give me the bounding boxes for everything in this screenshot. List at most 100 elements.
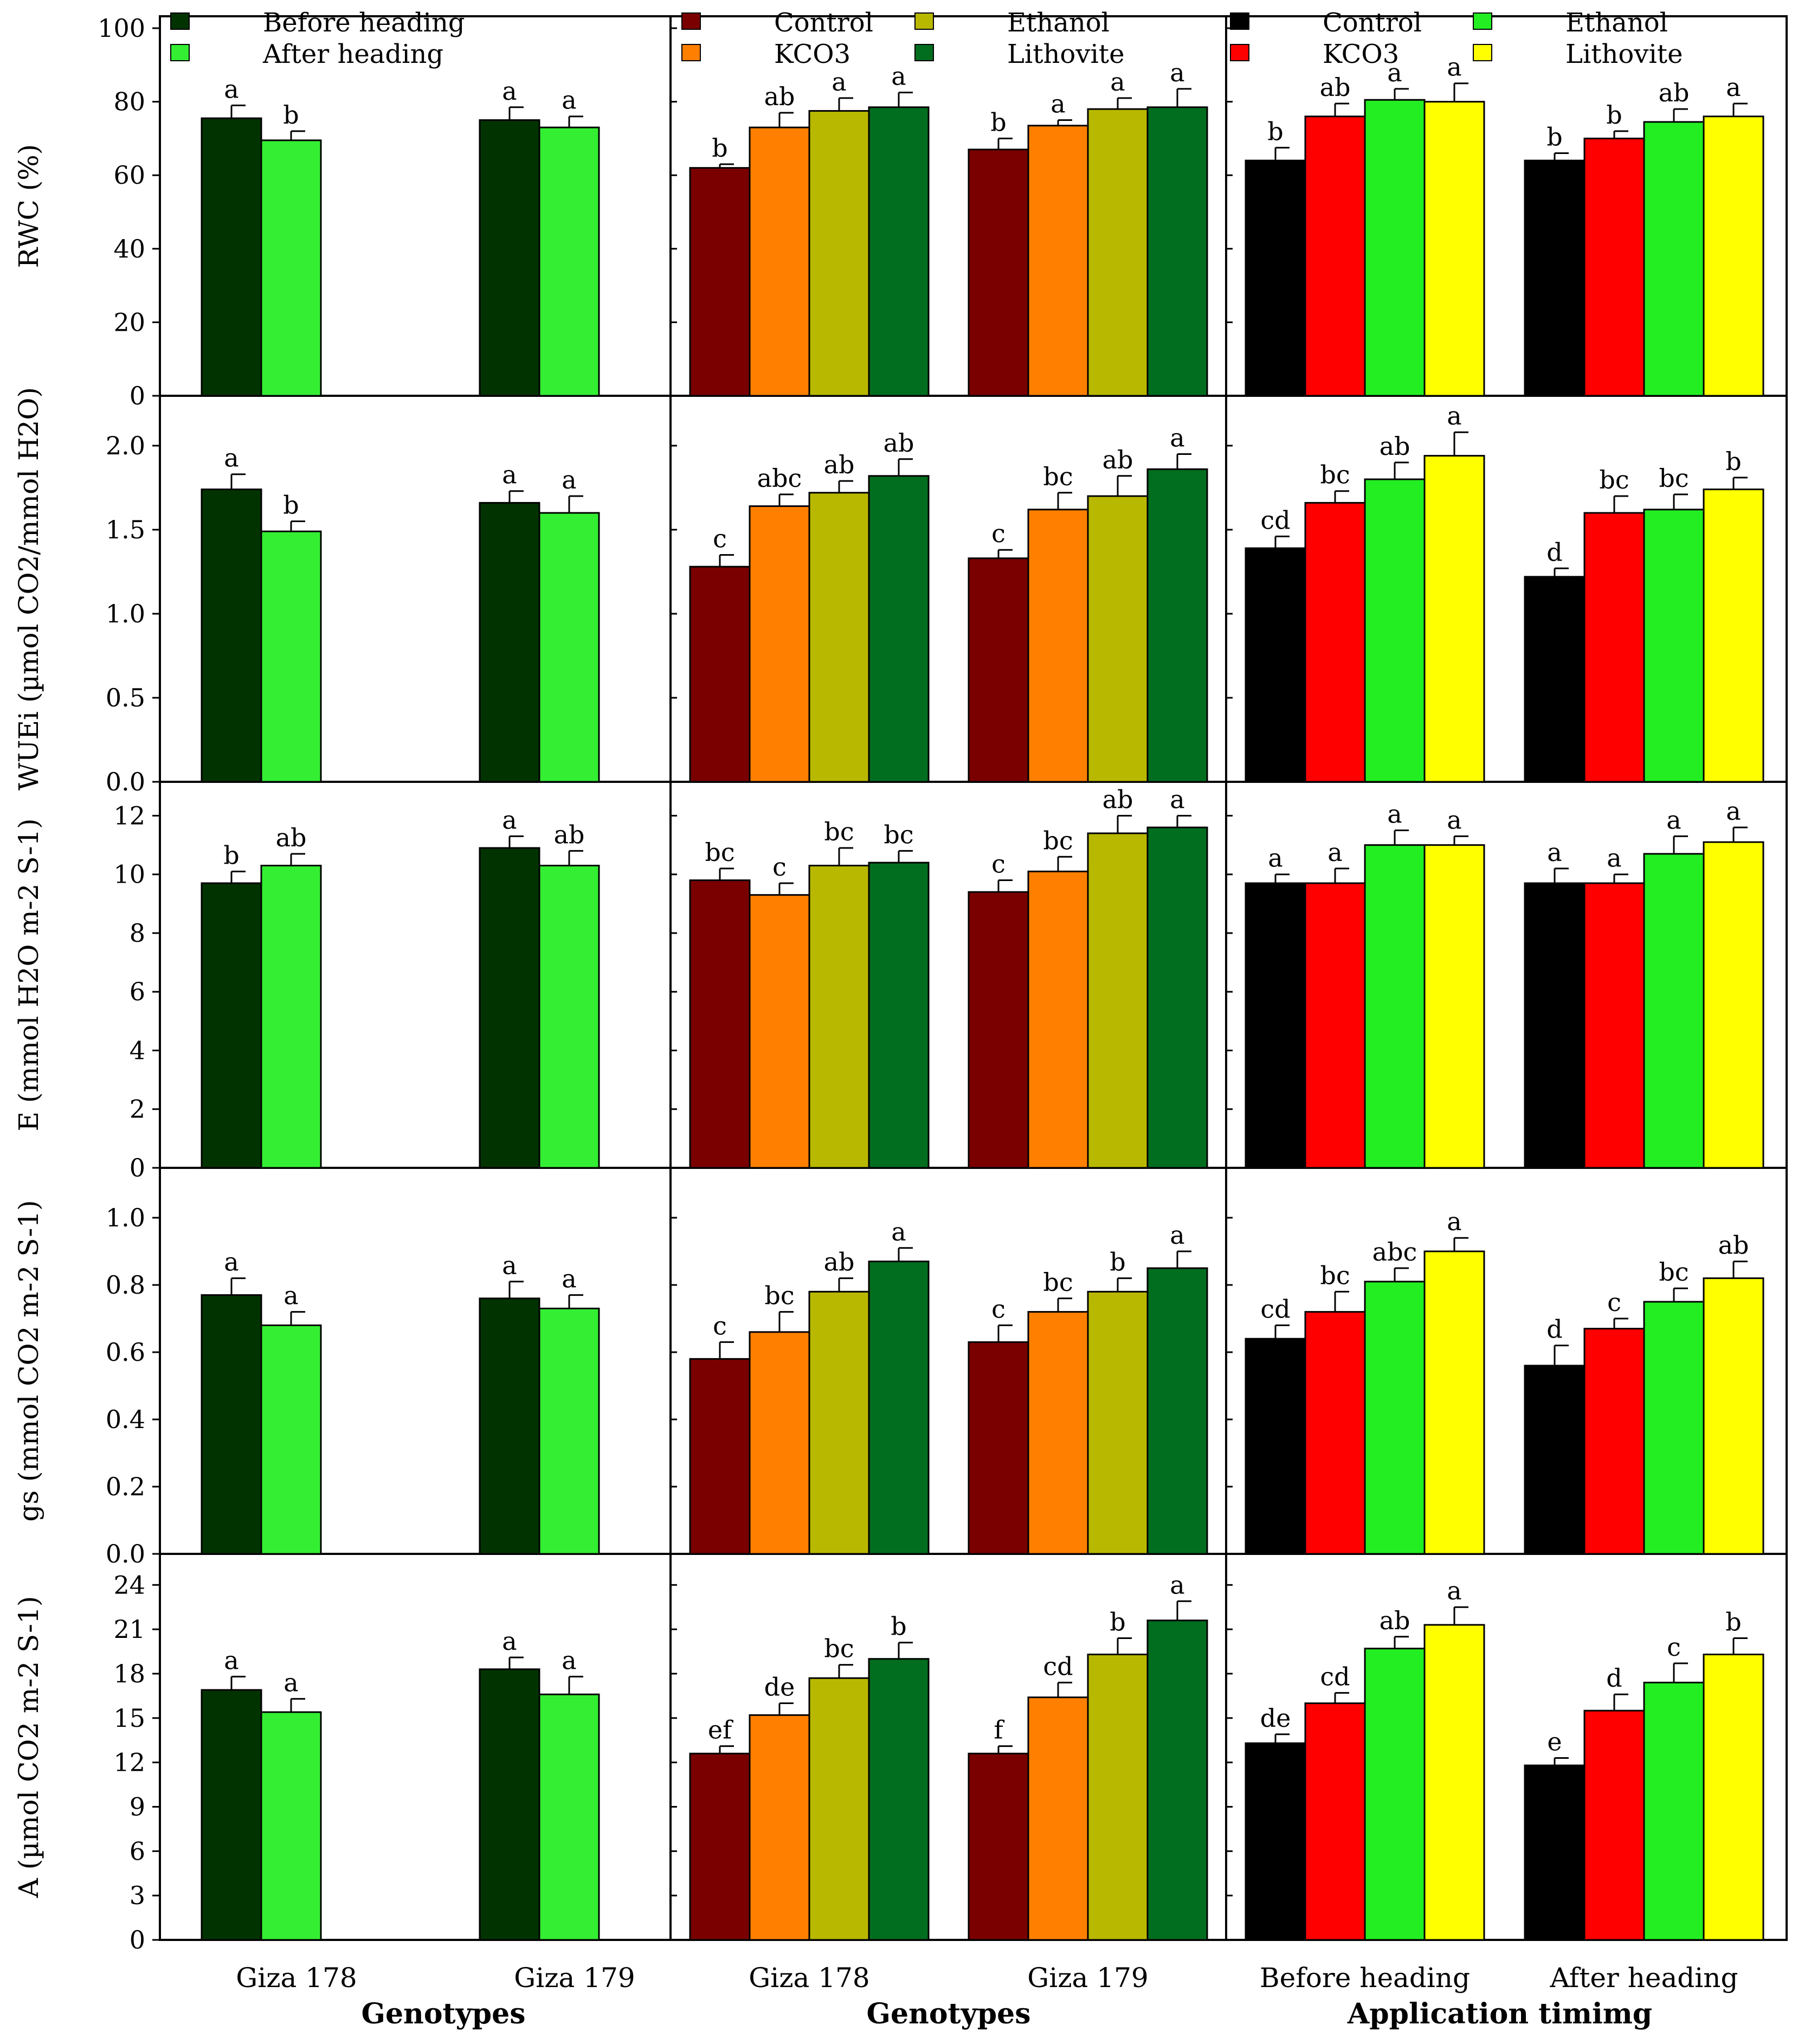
legend-ethanol-label: Ethanol	[1007, 8, 1110, 38]
bar	[1703, 1277, 1764, 1555]
significance-letter: b	[1546, 123, 1562, 152]
significance-letter: cd	[1043, 1651, 1073, 1681]
legend-lithovite-label: Lithovite	[1007, 39, 1125, 69]
bar	[1304, 502, 1366, 783]
bar	[201, 488, 262, 783]
significance-letter: b	[223, 840, 239, 870]
y-tick-label: 15	[113, 1704, 145, 1733]
legend-lithovite-swatch	[914, 44, 934, 61]
significance-letter: b	[1606, 100, 1622, 130]
bar	[479, 847, 540, 1169]
bar	[201, 1294, 262, 1555]
legend-ethanol-label: Ethanol	[1565, 8, 1668, 38]
bar	[968, 891, 1029, 1169]
y-tick-label: 6	[130, 1836, 145, 1866]
significance-letter: ab	[1103, 445, 1133, 474]
y-axis-title: RWC (%)	[13, 144, 44, 268]
y-tick-label: 0.6	[106, 1338, 145, 1367]
bar	[1087, 1653, 1149, 1941]
bar	[1643, 509, 1705, 783]
y-tick-label: 0	[130, 1925, 145, 1955]
legend-after-heading-swatch	[170, 44, 190, 61]
significance-letter: ef	[708, 1715, 733, 1745]
y-tick-label: 0.5	[106, 683, 145, 712]
bar	[1524, 576, 1586, 783]
significance-letter: a	[1447, 805, 1461, 834]
bar	[689, 1358, 751, 1555]
significance-letter: ab	[1103, 785, 1133, 814]
panel-WUEi: 0.0 0.5 1.0 1.5 2.0 WUEi (µmol CO2/mmol H2O) a…	[13, 387, 1764, 796]
significance-letter: bc	[824, 817, 854, 846]
bar	[1423, 455, 1485, 783]
bar	[1027, 870, 1089, 1169]
significance-letter: abc	[757, 464, 802, 493]
significance-letter: b	[891, 1612, 906, 1641]
bar	[749, 505, 810, 783]
x-category-label: Before heading	[1260, 1962, 1470, 1994]
legend-kco3-swatch	[1230, 44, 1249, 61]
significance-letter: c	[991, 850, 1006, 879]
panel-E: 0 2 4 6 8 10 12 E (mmol H2O m-2 S-1) b ab a ab bc c bc…	[13, 785, 1764, 1182]
significance-letter: a	[224, 74, 239, 104]
bar	[201, 1689, 262, 1941]
significance-letter: c	[991, 519, 1006, 548]
bar	[1703, 841, 1764, 1169]
bar	[1703, 488, 1764, 783]
bar	[1087, 495, 1149, 783]
significance-letter: ab	[824, 1248, 855, 1277]
significance-letter: ab	[276, 823, 307, 852]
significance-letter: ab	[1380, 1606, 1410, 1635]
significance-letter: a	[1170, 785, 1184, 814]
bar	[1583, 1328, 1645, 1555]
y-axis-title: E (mmol H2O m-2 S-1)	[13, 818, 44, 1131]
y-axis-title: WUEi (µmol CO2/mmol H2O)	[13, 387, 44, 790]
significance-letter: d	[1606, 1663, 1622, 1693]
significance-letter: ab	[824, 450, 855, 479]
bar	[1304, 115, 1366, 397]
significance-letter: b	[1725, 447, 1741, 476]
y-tick-label: 100	[98, 14, 145, 43]
bar	[689, 565, 751, 783]
significance-letter: a	[832, 67, 846, 97]
bar	[1364, 478, 1426, 783]
legend-before-heading-swatch	[170, 12, 190, 30]
y-tick-label: 12	[113, 1748, 145, 1777]
significance-letter: a	[502, 1251, 517, 1280]
significance-letter: a	[224, 1248, 239, 1277]
bar	[538, 1693, 600, 1941]
y-tick-label: 20	[113, 307, 145, 337]
significance-letter: cd	[1260, 1294, 1290, 1323]
significance-letter: a	[1110, 67, 1125, 97]
bar	[968, 557, 1029, 783]
bar	[868, 106, 930, 397]
bar	[1703, 115, 1764, 397]
significance-letter: a	[224, 1646, 239, 1675]
significance-letter: b	[1725, 1607, 1741, 1636]
bar	[1027, 1311, 1089, 1555]
bar	[1304, 1702, 1366, 1941]
significance-letter: b	[1110, 1248, 1125, 1277]
bar	[749, 1714, 810, 1941]
bar	[1423, 1624, 1485, 1941]
y-tick-label: 0.2	[106, 1472, 145, 1501]
significance-letter: c	[713, 1311, 727, 1340]
bar	[538, 126, 600, 397]
bar	[1643, 1301, 1705, 1555]
y-tick-label: 21	[113, 1615, 145, 1644]
bar	[1524, 1365, 1586, 1555]
legend-control-swatch	[681, 12, 701, 30]
y-tick-label: 60	[113, 160, 145, 190]
significance-letter: ab	[1659, 78, 1690, 107]
bar	[1146, 1267, 1208, 1555]
significance-letter: c	[991, 1294, 1006, 1323]
bar	[1703, 1653, 1764, 1941]
legend-lithovite-swatch	[1473, 44, 1492, 61]
bar	[1364, 1281, 1426, 1555]
significance-letter: a	[1447, 53, 1461, 82]
significance-letter: c	[1667, 1632, 1681, 1662]
bar	[1583, 512, 1645, 783]
y-tick-label: 10	[113, 860, 145, 889]
significance-letter: a	[1447, 401, 1461, 430]
